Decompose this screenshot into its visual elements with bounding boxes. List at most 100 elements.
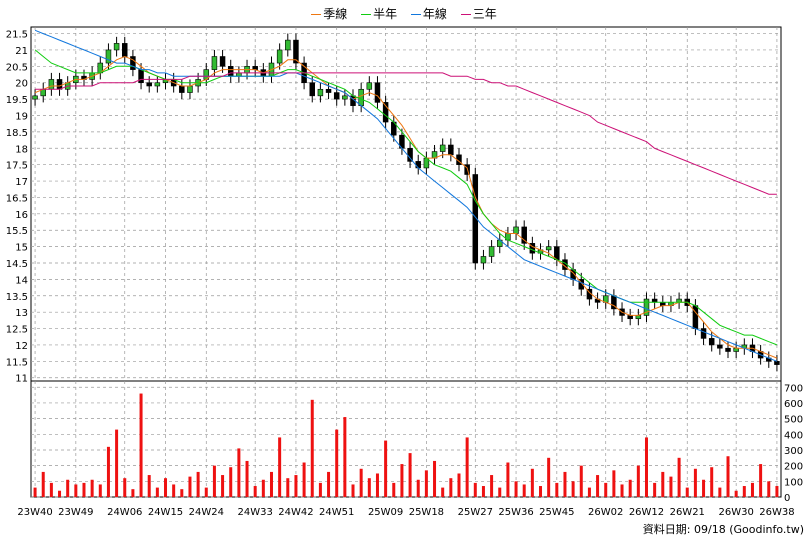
volume-bar [416, 479, 420, 497]
volume-bar [204, 487, 208, 497]
volume-tick-label: 400 [784, 430, 803, 441]
volume-bar [750, 482, 754, 497]
legend-item-three-year: 三年 [460, 5, 497, 22]
volume-bar [726, 456, 730, 497]
volume-bar [74, 484, 78, 497]
candle-down [415, 161, 421, 169]
time-tick-label: 25W45 [539, 507, 574, 518]
price-tick-label: 17 [15, 177, 28, 188]
candle-up [317, 88, 324, 97]
time-tick-label: 26W02 [588, 507, 623, 518]
legend-swatch-quarter [311, 14, 322, 15]
candle-down [627, 315, 633, 320]
candle-down [325, 88, 332, 93]
price-tick-label: 11 [15, 374, 28, 385]
volume-bar [693, 468, 697, 497]
candle-down [227, 66, 234, 77]
moving-average-line [35, 72, 777, 195]
volume-bar [343, 417, 347, 497]
candle-down [309, 82, 315, 97]
volume-bar [441, 487, 445, 497]
volume-bar [408, 453, 412, 497]
candle-down [374, 82, 381, 103]
volume-bar [351, 484, 355, 497]
volume-bar [221, 475, 225, 497]
candle-up [635, 315, 642, 320]
volume-bar [384, 440, 388, 497]
volume-bar [620, 484, 624, 497]
volume-bar [653, 482, 657, 497]
candle-down [179, 85, 185, 93]
candle-down [529, 243, 536, 254]
volume-tick-label: 500 [784, 415, 803, 426]
volume-bar [115, 429, 119, 497]
candle-up [187, 85, 193, 93]
candle-up [105, 49, 112, 64]
volume-bar [457, 473, 461, 497]
price-tick-label: 17.5 [6, 161, 28, 172]
volume-bar [335, 429, 339, 497]
volume-bar [278, 437, 282, 497]
volume-layer [33, 393, 779, 497]
candle-up [643, 298, 650, 316]
volume-bar [245, 460, 249, 497]
price-tick-label: 18 [15, 144, 28, 155]
legend-item-year: 年線 [410, 5, 447, 22]
time-tick-label: 26W38 [759, 507, 794, 518]
volume-bar [400, 464, 404, 497]
volume-bar [587, 487, 591, 497]
volume-bar [539, 486, 543, 497]
candle-down [448, 144, 454, 156]
time-tick-label: 24W51 [319, 507, 354, 518]
time-tick-label: 24W42 [278, 507, 313, 518]
candle-down [774, 361, 780, 365]
legend-swatch-year [410, 14, 421, 15]
volume-bar [310, 399, 314, 497]
price-tick-label: 20.5 [6, 62, 28, 73]
chart-legend: 季線 半年 年線 三年 [0, 5, 808, 22]
candle-down [56, 79, 63, 90]
price-tick-label: 14.5 [6, 259, 28, 270]
volume-bar [196, 471, 200, 497]
price-tick-label: 13.5 [6, 292, 28, 303]
volume-bar [530, 468, 534, 497]
volume-bar [547, 457, 551, 497]
candle-down [130, 56, 136, 70]
volume-bar [473, 482, 477, 497]
time-tick-label: 23W49 [58, 507, 93, 518]
moving-average-line [34, 49, 778, 346]
volume-bar [286, 478, 290, 497]
candle-layer [32, 33, 780, 372]
volume-bar [90, 479, 94, 497]
time-tick-label: 25W18 [409, 507, 444, 518]
candle-down [717, 344, 723, 349]
moving-average-line [34, 29, 778, 362]
volume-bar [775, 486, 779, 497]
volume-bar [327, 471, 331, 497]
volume-bar [261, 479, 265, 497]
volume-bar [139, 393, 143, 497]
volume-bar [481, 486, 485, 497]
time-tick-label: 26W21 [670, 507, 705, 518]
volume-bar [392, 482, 396, 497]
volume-bar [188, 476, 192, 497]
volume-bar [180, 489, 184, 497]
price-tick-label: 16 [15, 210, 28, 221]
price-tick-label: 16.5 [6, 193, 28, 204]
candle-up [480, 256, 487, 264]
volume-bar [424, 470, 428, 497]
volume-bar [449, 478, 453, 497]
candle-up [113, 43, 120, 51]
volume-bar [759, 464, 763, 497]
time-tick-label: 25W09 [368, 507, 403, 518]
time-tick-label: 24W33 [238, 507, 273, 518]
moving-average-layer [34, 29, 778, 362]
axis-layer: 11 11.5 12 12.5 13 13.5 14 14.5 15 15.5 16 16.5 17 17… [6, 30, 803, 518]
candle-up [48, 79, 55, 90]
volume-bar [106, 446, 110, 497]
time-tick-label: 24W15 [148, 507, 183, 518]
candle-up [733, 347, 739, 352]
volume-bar [359, 468, 363, 497]
volume-bar [596, 475, 600, 497]
plot-frame [30, 26, 782, 498]
